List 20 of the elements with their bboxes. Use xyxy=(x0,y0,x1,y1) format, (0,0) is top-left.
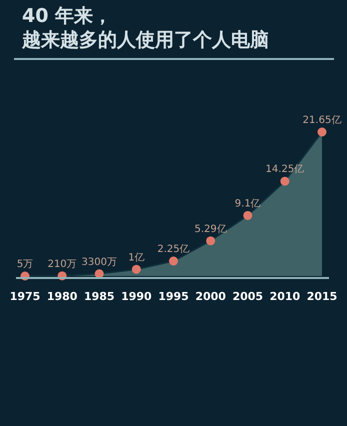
x-tick-label: 2000 xyxy=(195,290,226,303)
chart-title: 40 年来， xyxy=(22,5,112,27)
data-label: 2.25亿 xyxy=(157,244,190,256)
x-tick-label: 1990 xyxy=(121,290,152,303)
x-tick-label: 1975 xyxy=(10,290,40,303)
x-tick-label: 1980 xyxy=(46,290,78,303)
data-label: 14.25亿 xyxy=(266,164,304,176)
data-label: 21.65亿 xyxy=(302,115,342,126)
x-tick-label: 2015 xyxy=(306,290,338,303)
data-label: 9.1亿 xyxy=(234,198,261,210)
x-tick-label: 2005 xyxy=(232,290,264,303)
data-label: 5.29亿 xyxy=(194,224,227,235)
chart-subtitle: 越来越多的人使用了个人电脑 xyxy=(21,29,269,51)
annotation: 5万 xyxy=(16,258,34,270)
x-tick-label: 1985 xyxy=(84,290,115,303)
annotation: 210万 xyxy=(48,258,77,270)
x-tick-label: 1995 xyxy=(158,290,189,303)
annotation: 3300万 xyxy=(82,256,117,268)
data-label: 1亿 xyxy=(128,252,145,264)
x-tick-label: 2010 xyxy=(270,290,301,303)
